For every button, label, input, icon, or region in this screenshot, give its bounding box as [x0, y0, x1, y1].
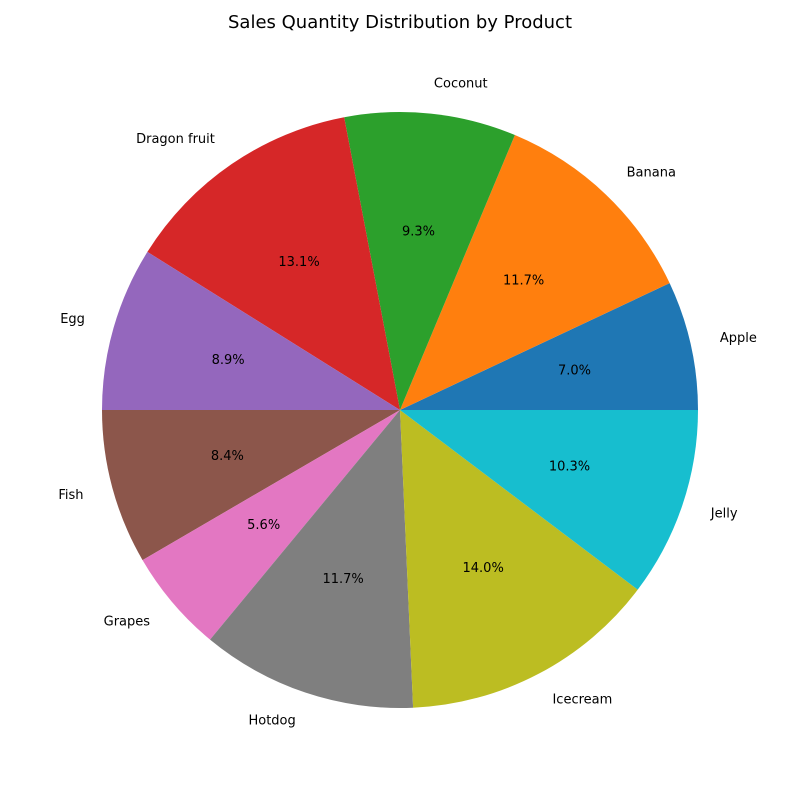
pie-slice-coconut: [344, 112, 515, 410]
pie-slice-banana: [400, 135, 670, 410]
slice-pct-grapes: 5.6%: [247, 518, 280, 533]
slice-label-coconut: Coconut: [434, 76, 488, 91]
slice-pct-icecream: 14.0%: [463, 561, 504, 576]
pie-slice-egg: [102, 251, 400, 410]
pie-slice-hotdog: [210, 410, 414, 708]
slice-pct-coconut: 9.3%: [402, 225, 435, 240]
slice-pct-dragon-fruit: 13.1%: [278, 255, 319, 270]
slice-pct-apple: 7.0%: [558, 363, 591, 378]
pie-slice-dragon-fruit: [147, 117, 400, 411]
pie-slice-apple: [400, 283, 698, 410]
pie-slice-jelly: [400, 410, 698, 590]
slice-label-hotdog: Hotdog: [248, 713, 295, 728]
slice-pct-fish: 8.4%: [211, 449, 244, 464]
slice-label-fish: Fish: [58, 488, 83, 503]
slice-label-grapes: Grapes: [104, 615, 151, 630]
slice-pct-hotdog: 11.7%: [322, 572, 363, 587]
pie-slice-grapes: [142, 410, 400, 640]
slice-label-banana: Banana: [627, 166, 676, 181]
pie-slice-fish: [102, 410, 400, 561]
slice-label-jelly: Jelly: [710, 507, 738, 522]
pie-labels: Apple 7.0% Banana 11.7% Coconut 9.3% Dragon fr…: [58, 76, 757, 728]
chart-title: Sales Quantity Distribution by Product: [227, 12, 572, 33]
slice-label-icecream: Icecream: [552, 693, 612, 708]
pie-slices: [102, 112, 698, 708]
slice-label-dragon-fruit: Dragon fruit: [136, 132, 215, 147]
slice-pct-banana: 11.7%: [503, 273, 544, 288]
slice-label-apple: Apple: [720, 331, 757, 346]
pie-slice-icecream: [400, 410, 638, 708]
slice-label-egg: Egg: [60, 312, 85, 327]
slice-pct-egg: 8.9%: [212, 353, 245, 368]
slice-pct-jelly: 10.3%: [549, 459, 590, 474]
